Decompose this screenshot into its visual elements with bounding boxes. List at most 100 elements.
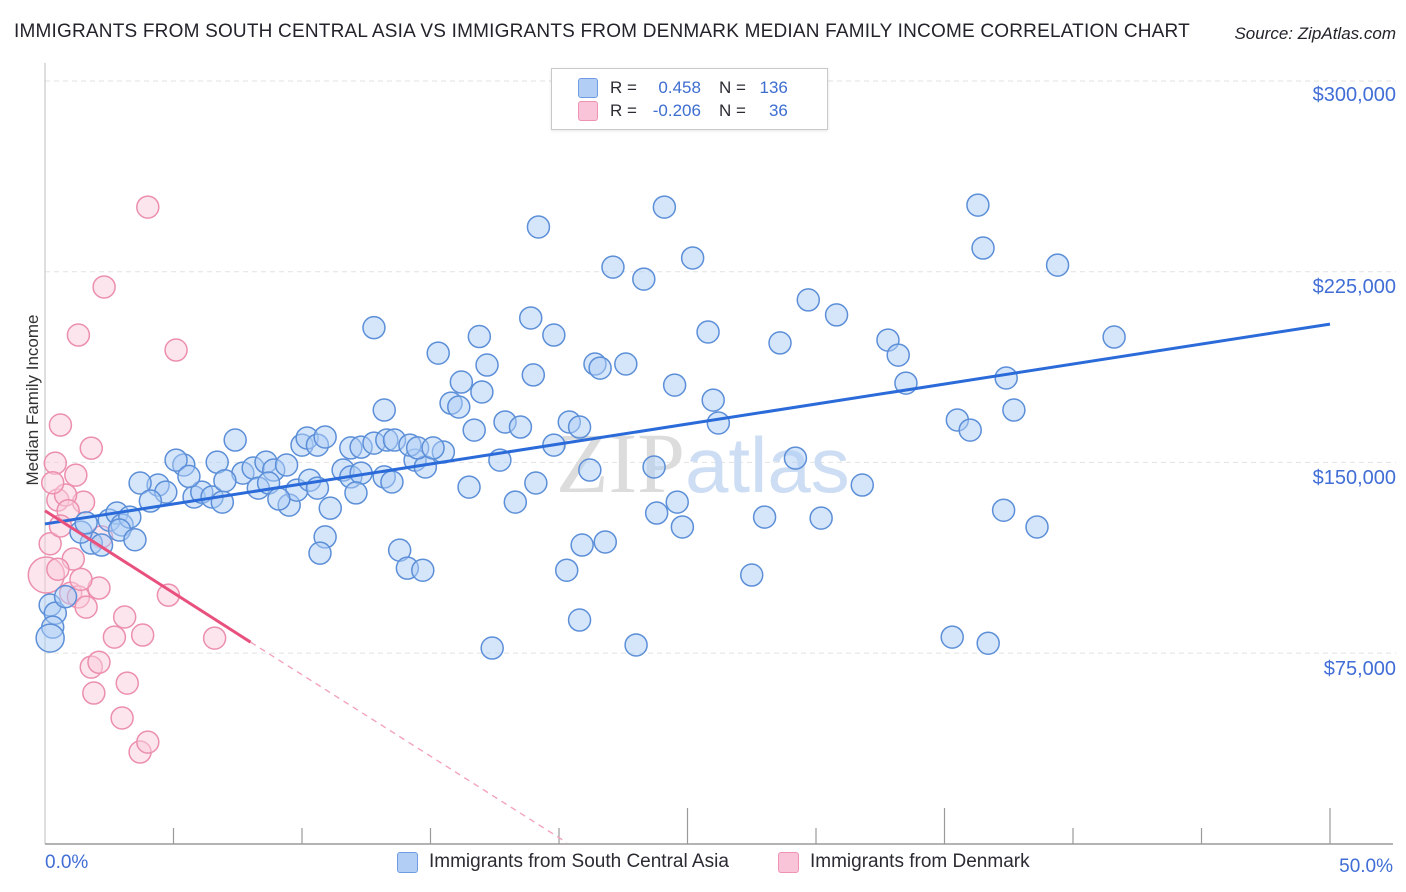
- source-attribution: Source: ZipAtlas.com: [1234, 24, 1396, 43]
- asia-point: [886, 343, 910, 367]
- denmark-point: [40, 470, 65, 495]
- denmark-swatch-icon: [578, 100, 598, 121]
- asia-point: [1025, 515, 1049, 539]
- denmark-trend-line-dashed: [250, 641, 568, 844]
- r-value-asia: 0.458: [658, 77, 701, 97]
- asia-point: [524, 471, 548, 495]
- denmark-point: [92, 275, 116, 299]
- asia-point: [372, 398, 396, 422]
- asia-swatch-icon: [578, 77, 598, 98]
- asia-point: [411, 558, 435, 582]
- asia-point: [567, 608, 592, 632]
- denmark-point: [110, 706, 134, 730]
- asia-point: [447, 395, 471, 419]
- asia-point: [1002, 398, 1026, 422]
- asia-point: [223, 428, 247, 452]
- asia-point: [503, 490, 528, 514]
- denmark-point: [82, 681, 106, 705]
- asia-point: [213, 468, 237, 493]
- y-axis-title: Median Family Income: [23, 314, 42, 486]
- asia-point: [624, 633, 648, 657]
- asia-trend-line-solid: [44, 322, 1331, 526]
- asia-point: [53, 584, 78, 609]
- asia-point: [380, 470, 404, 494]
- y-tick-label-300k: $300,000: [1312, 84, 1396, 106]
- asia-point: [1102, 325, 1126, 349]
- asia-point: [526, 215, 551, 239]
- asia-point: [588, 356, 612, 380]
- asia-point: [362, 315, 386, 340]
- asia-point: [740, 563, 764, 587]
- denmark-swatch-icon: [778, 851, 799, 873]
- asia-point: [518, 306, 543, 330]
- denmark-trend-line-solid: [44, 509, 252, 644]
- asia-point: [480, 636, 504, 660]
- asia-point: [1045, 253, 1070, 277]
- denmark-point: [79, 436, 104, 460]
- denmark-point: [64, 463, 88, 487]
- y-tick-label-150k: $150,000: [1312, 467, 1396, 489]
- asia-point: [796, 288, 821, 312]
- asia-point: [783, 446, 808, 470]
- legend-item-denmark: Immigrants from Denmark: [778, 851, 1030, 873]
- asia-point: [344, 481, 368, 505]
- denmark-point: [69, 567, 93, 592]
- x-tick-label-max: 50.0%: [1339, 856, 1393, 877]
- asia-point: [308, 541, 332, 565]
- y-tick-label-75k: $75,000: [1323, 658, 1396, 680]
- n-value-denmark: 36: [768, 100, 788, 120]
- asia-point: [971, 236, 995, 260]
- asia-point: [578, 458, 602, 482]
- legend-label-denmark: Immigrants from Denmark: [810, 851, 1030, 872]
- denmark-point: [66, 323, 91, 347]
- correlation-stats-legend: R = 0.458 N = 136 R = -0.206 N = 36: [551, 68, 828, 130]
- x-tick-label-min: 0.0%: [45, 852, 89, 873]
- asia-point: [632, 267, 656, 291]
- asia-point: [642, 455, 666, 479]
- asia-point: [670, 515, 695, 539]
- asia-point: [177, 464, 201, 489]
- denmark-point: [74, 595, 98, 619]
- r-label: R =: [610, 100, 637, 120]
- asia-point: [508, 415, 533, 439]
- asia-point: [991, 498, 1016, 522]
- asia-point: [976, 631, 1000, 655]
- asia-point: [601, 255, 625, 279]
- denmark-point: [87, 650, 111, 675]
- r-label: R =: [610, 77, 637, 97]
- denmark-point: [38, 532, 62, 556]
- denmark-point: [202, 626, 227, 650]
- denmark-point: [43, 451, 68, 475]
- asia-point: [966, 193, 990, 217]
- asia-point: [421, 436, 445, 460]
- y-tick-label-225k: $225,000: [1312, 276, 1396, 298]
- asia-point: [267, 487, 291, 511]
- denmark-point: [130, 623, 155, 647]
- asia-point: [35, 623, 65, 653]
- asia-point: [701, 388, 725, 412]
- denmark-point: [164, 338, 188, 362]
- asia-point: [768, 331, 792, 355]
- asia-point: [164, 448, 188, 472]
- asia-point: [313, 425, 337, 449]
- asia-point: [940, 625, 964, 649]
- asia-point: [644, 501, 669, 525]
- asia-swatch-icon: [397, 851, 418, 873]
- page-title: IMMIGRANTS FROM SOUTH CENTRAL ASIA VS IM…: [14, 21, 1190, 42]
- asia-point: [470, 380, 494, 404]
- asia-point: [958, 418, 982, 442]
- denmark-point: [46, 557, 70, 581]
- asia-point: [680, 246, 705, 270]
- denmark-point: [136, 730, 160, 754]
- asia-point: [696, 320, 720, 344]
- asia-point: [706, 411, 731, 435]
- asia-point: [567, 415, 592, 439]
- asia-point: [457, 475, 481, 499]
- asia-point: [274, 453, 299, 477]
- asia-point: [850, 473, 875, 497]
- asia-point: [554, 558, 579, 582]
- asia-point: [318, 496, 343, 520]
- denmark-point: [112, 605, 137, 629]
